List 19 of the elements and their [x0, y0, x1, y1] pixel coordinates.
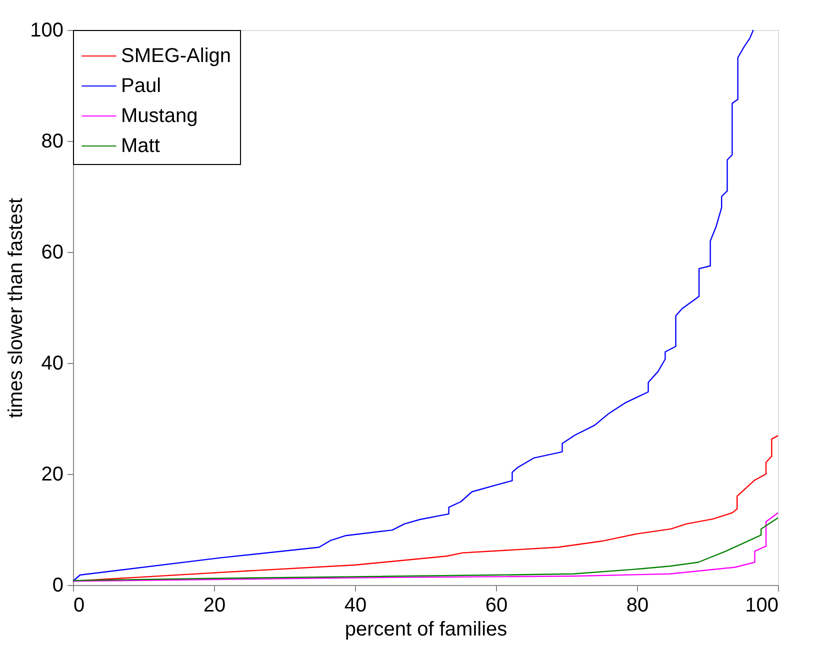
line-series: [72, 29, 754, 582]
y-tick-label: 80: [41, 130, 64, 152]
y-tick-label: 40: [41, 352, 64, 374]
y-tick-label: 100: [30, 20, 64, 42]
y-tick-label: 20: [41, 464, 64, 486]
x-axis-title: percent of families: [344, 618, 508, 640]
x-tick-label: 80: [626, 594, 649, 616]
y-tick-label: 60: [41, 242, 64, 264]
y-axis-title: times slower than fastest: [5, 198, 28, 418]
x-tick-label: 0: [74, 594, 85, 616]
legend-label: Matt: [121, 135, 160, 157]
y-tick-label: 0: [52, 574, 64, 596]
x-tick-label: 40: [344, 594, 367, 616]
x-tick-label: 100: [745, 594, 778, 616]
legend-label: SMEG-Align: [121, 45, 232, 67]
legend-label: Mustang: [121, 105, 198, 127]
x-tick-label: 20: [203, 594, 226, 616]
legend-label: Paul: [121, 75, 162, 97]
x-tick-label: 60: [485, 594, 508, 616]
